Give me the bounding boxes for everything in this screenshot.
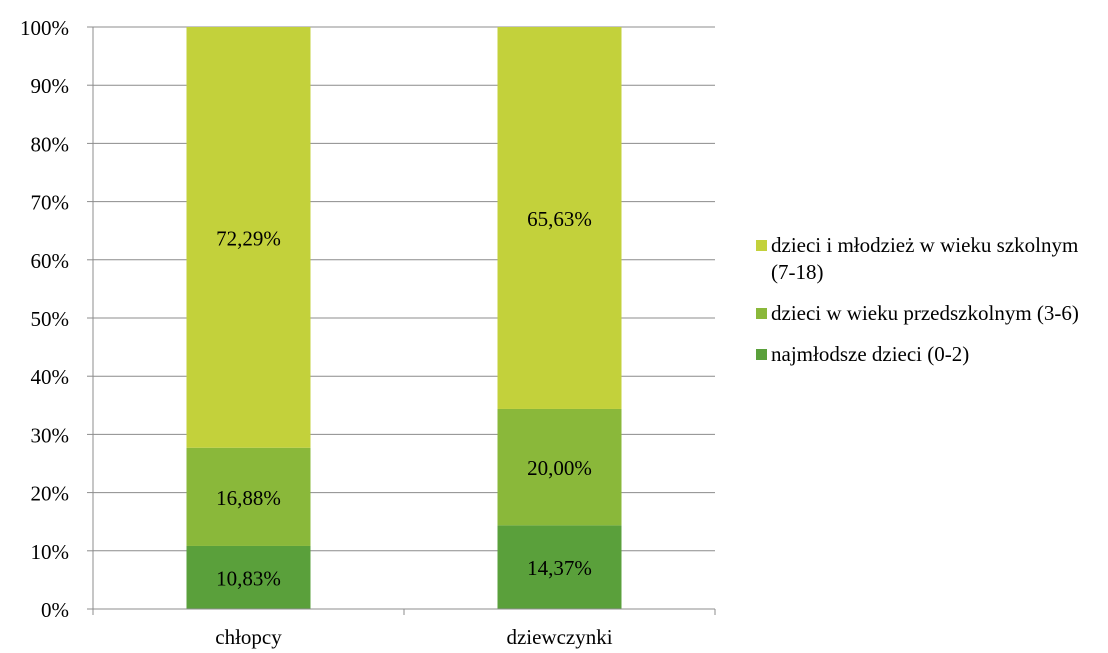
bar-segment-school (186, 27, 311, 448)
y-tick-label: 10% (31, 540, 70, 564)
legend-label-youngest: najmłodsze dzieci (0-2) (771, 342, 970, 366)
legend-label-preschool: dzieci w wieku przedszkolnym (3-6) (771, 301, 1079, 325)
bar-segment-preschool (186, 447, 311, 546)
data-label: 20,00% (527, 456, 592, 480)
gridlines (93, 26, 715, 552)
y-tick-label: 30% (31, 423, 70, 447)
data-label: 65,63% (527, 207, 592, 231)
category-label: chłopcy (215, 625, 282, 649)
y-tick-label: 70% (31, 191, 70, 215)
y-tick-label: 0% (41, 598, 69, 622)
legend-label-school: dzieci i młodzież w wieku szkolnym (7-18… (771, 233, 1079, 284)
legend-item-preschool: dzieci w wieku przedszkolnym (3-6) (756, 300, 1106, 327)
bar-segment-youngest (497, 525, 622, 609)
category-label: dziewczynki (506, 625, 612, 649)
y-tick-label: 90% (31, 74, 70, 98)
bars (186, 27, 622, 609)
legend-item-youngest: najmłodsze dzieci (0-2) (756, 341, 1106, 368)
y-tick-label: 20% (31, 482, 70, 506)
axes: 0% 10% 20% 30% 40% 50% 60% 70% 80% 90% 100% chłopcy… (20, 16, 716, 649)
data-label: 10,83% (216, 566, 281, 590)
y-tick-label: 80% (31, 132, 70, 156)
legend-item-school: dzieci i młodzież w wieku szkolnym (7-18… (756, 232, 1106, 286)
data-label: 72,29% (216, 226, 281, 250)
y-tick-label: 60% (31, 249, 70, 273)
bar-segment-school (497, 27, 622, 409)
legend-swatch-school (756, 240, 767, 251)
labels: 10,83% 16,88% 72,29% 14,37% 20,00% 65,63% (216, 207, 592, 591)
data-label: 16,88% (216, 486, 281, 510)
data-label: 14,37% (527, 556, 592, 580)
y-tick-label: 100% (20, 16, 69, 40)
legend-swatch-preschool (756, 308, 767, 319)
y-tick-label: 50% (31, 307, 70, 331)
y-tick-label: 40% (31, 365, 70, 389)
bar-segment-preschool (497, 408, 622, 526)
legend: dzieci i młodzież w wieku szkolnym (7-18… (756, 232, 1106, 382)
legend-swatch-youngest (756, 349, 767, 360)
bar-segment-youngest (186, 545, 311, 609)
